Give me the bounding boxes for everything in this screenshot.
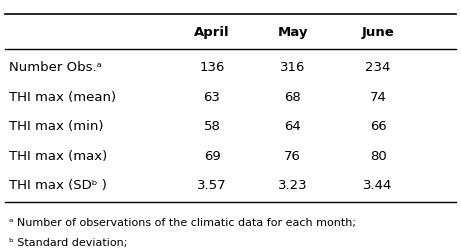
Text: 63: 63 bbox=[204, 90, 220, 103]
Text: 316: 316 bbox=[280, 61, 306, 74]
Text: 3.57: 3.57 bbox=[197, 179, 227, 192]
Text: 80: 80 bbox=[370, 149, 386, 162]
Text: Number Obs.ᵃ: Number Obs.ᵃ bbox=[9, 61, 102, 74]
Text: 68: 68 bbox=[284, 90, 301, 103]
Text: THI max (max): THI max (max) bbox=[9, 149, 107, 162]
Text: 234: 234 bbox=[365, 61, 391, 74]
Text: May: May bbox=[278, 26, 308, 39]
Text: 3.23: 3.23 bbox=[278, 179, 307, 192]
Text: THI max (SDᵇ ): THI max (SDᵇ ) bbox=[9, 179, 107, 192]
Text: 58: 58 bbox=[204, 120, 220, 133]
Text: 69: 69 bbox=[204, 149, 220, 162]
Text: 136: 136 bbox=[199, 61, 225, 74]
Text: 64: 64 bbox=[284, 120, 301, 133]
Text: 76: 76 bbox=[284, 149, 301, 162]
Text: 74: 74 bbox=[370, 90, 386, 103]
Text: THI max (min): THI max (min) bbox=[9, 120, 104, 133]
Text: June: June bbox=[361, 26, 395, 39]
Text: THI max (mean): THI max (mean) bbox=[9, 90, 116, 103]
Text: 3.44: 3.44 bbox=[363, 179, 393, 192]
Text: 66: 66 bbox=[370, 120, 386, 133]
Text: ᵃ Number of observations of the climatic data for each month;: ᵃ Number of observations of the climatic… bbox=[9, 218, 356, 228]
Text: April: April bbox=[194, 26, 230, 39]
Text: ᵇ Standard deviation;: ᵇ Standard deviation; bbox=[9, 238, 128, 248]
